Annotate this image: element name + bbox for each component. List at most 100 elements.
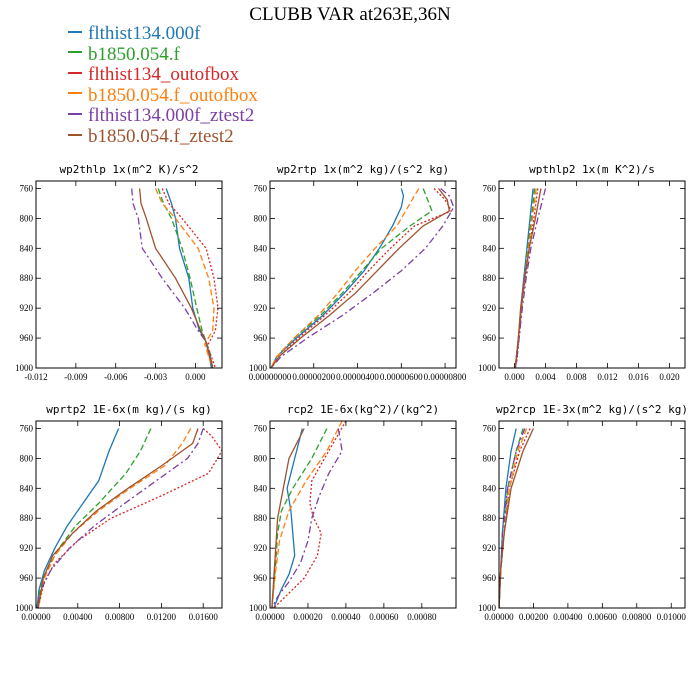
legend-label: b1850.054.f xyxy=(88,43,180,65)
legend-swatch xyxy=(68,113,82,116)
legend-label: flthist134_outofbox xyxy=(88,64,239,86)
legend: flthist134.000f b1850.054.f flthist134_out… xyxy=(68,23,258,148)
series-line xyxy=(270,188,455,368)
y-tick-label: 800 xyxy=(483,213,497,223)
x-tick-label: -0.012 xyxy=(24,372,47,382)
y-tick-label: 960 xyxy=(20,573,34,583)
y-tick-label: 800 xyxy=(254,453,268,463)
y-tick-label: 920 xyxy=(254,543,268,553)
panel-title: wprtp2 1E-6x(m kg)/(s kg) xyxy=(46,403,212,416)
series-line xyxy=(36,428,204,608)
legend-swatch xyxy=(68,133,82,136)
series-line xyxy=(36,428,152,608)
y-tick-label: 760 xyxy=(254,183,268,193)
series-group xyxy=(131,188,219,368)
panel-title: wpthlp2 1x(m K^2)/s xyxy=(529,163,655,176)
x-tick-label: 0.00800 xyxy=(622,612,652,622)
legend-item: flthist134.000f_ztest2 xyxy=(68,106,258,127)
series-line xyxy=(499,428,528,608)
x-tick-label: 0.00020 xyxy=(293,612,323,622)
chart-panel: rcp2 1E-6x(kg^2)/(kg^2) 760 800 840 880 920 96… xyxy=(249,403,457,622)
y-tick-label: 1000 xyxy=(249,363,268,373)
y-tick-label: 880 xyxy=(483,513,497,523)
series-line xyxy=(161,188,219,368)
series-line xyxy=(273,421,347,608)
y-tick-label: 760 xyxy=(20,183,34,193)
x-tick-label: 0.004 xyxy=(535,372,556,382)
x-tick-label: 0.00000800 xyxy=(424,372,467,382)
y-tick-label: 760 xyxy=(20,423,34,433)
x-tick-label: -0.003 xyxy=(144,372,168,382)
x-tick-label: 0.00200 xyxy=(519,612,549,622)
x-tick-label: 0.00000600 xyxy=(380,372,423,382)
x-tick-label: 0.012 xyxy=(597,372,617,382)
y-tick-label: 1000 xyxy=(15,363,34,373)
figure-title: CLUBB VAR at263E,36N xyxy=(249,4,451,25)
x-tick-label: 0.00080 xyxy=(407,612,437,622)
y-tick-label: 1000 xyxy=(478,603,497,613)
series-group xyxy=(514,188,547,368)
legend-swatch xyxy=(68,51,82,54)
y-tick-label: 880 xyxy=(483,273,497,283)
x-tick-label: 0.008 xyxy=(566,372,587,382)
series-line xyxy=(271,421,343,608)
y-tick-label: 760 xyxy=(483,183,497,193)
series-line xyxy=(37,428,222,608)
series-line xyxy=(270,188,405,368)
y-tick-label: 800 xyxy=(20,213,34,223)
legend-label: b1850.054.f_outofbox xyxy=(88,84,258,106)
series-line xyxy=(499,428,534,608)
x-tick-label: 0.00000 xyxy=(255,612,285,622)
y-tick-label: 960 xyxy=(254,573,268,583)
y-tick-label: 800 xyxy=(20,453,34,463)
y-tick-label: 960 xyxy=(483,333,497,343)
y-tick-label: 960 xyxy=(483,573,497,583)
legend-item: b1850.054.f_ztest2 xyxy=(68,125,258,148)
legend-item: b1850.054.f xyxy=(68,43,258,66)
series-line xyxy=(270,188,433,368)
x-tick-label: 0.016 xyxy=(628,372,649,382)
x-tick-label: 0.000 xyxy=(185,372,206,382)
y-tick-label: 840 xyxy=(483,483,497,493)
y-tick-label: 880 xyxy=(254,273,268,283)
series-line xyxy=(155,188,215,368)
x-tick-label: 0.00000400 xyxy=(336,372,379,382)
y-tick-label: 840 xyxy=(483,243,497,253)
plot-frame xyxy=(35,420,223,609)
chart-panel: wp2thlp 1x(m^2 K)/s^2 760 800 840 880 920 960 1… xyxy=(15,163,223,382)
legend-label: b1850.054.f_ztest2 xyxy=(88,125,234,147)
series-line xyxy=(157,188,214,368)
y-tick-label: 960 xyxy=(20,333,34,343)
series-group xyxy=(271,421,347,608)
x-tick-label: 0.00000000 xyxy=(249,372,292,382)
panel-title: rcp2 1E-6x(kg^2)/(kg^2) xyxy=(287,403,439,416)
legend-item: flthist134.000f xyxy=(68,23,258,45)
panel-title: wp2rcp 1E-3x(m^2 kg)/(s^2 kg) xyxy=(496,403,688,416)
x-tick-label: 0.000 xyxy=(504,372,525,382)
y-tick-label: 1000 xyxy=(249,603,268,613)
x-tick-label: -0.006 xyxy=(104,372,128,382)
x-tick-label: 0.01000 xyxy=(657,612,687,622)
legend-swatch xyxy=(68,92,82,95)
legend-label: flthist134.000f_ztest2 xyxy=(88,105,255,127)
x-tick-label: 0.00400 xyxy=(553,612,583,622)
legend-item: b1850.054.f_outofbox xyxy=(68,84,258,107)
series-line xyxy=(36,428,120,608)
series-line xyxy=(271,428,343,608)
y-tick-label: 840 xyxy=(20,243,34,253)
x-tick-label: 0.00800 xyxy=(105,612,135,622)
x-tick-label: 0.00000 xyxy=(484,612,514,622)
x-tick-label: 0.00400 xyxy=(63,612,93,622)
series-line xyxy=(138,188,214,368)
y-tick-label: 760 xyxy=(483,423,497,433)
x-tick-label: 0.00060 xyxy=(369,612,399,622)
chart-panel: wp2rcp 1E-3x(m^2 kg)/(s^2 kg) 760 800 840 88… xyxy=(478,403,688,622)
y-tick-label: 1000 xyxy=(478,363,497,373)
y-tick-label: 880 xyxy=(20,273,34,283)
y-tick-label: 920 xyxy=(254,303,268,313)
y-tick-label: 840 xyxy=(254,243,268,253)
x-tick-label: 0.01600 xyxy=(189,612,219,622)
chart-panel: wpthlp2 1x(m K^2)/s 760 800 840 880 920 960 100… xyxy=(478,163,686,382)
